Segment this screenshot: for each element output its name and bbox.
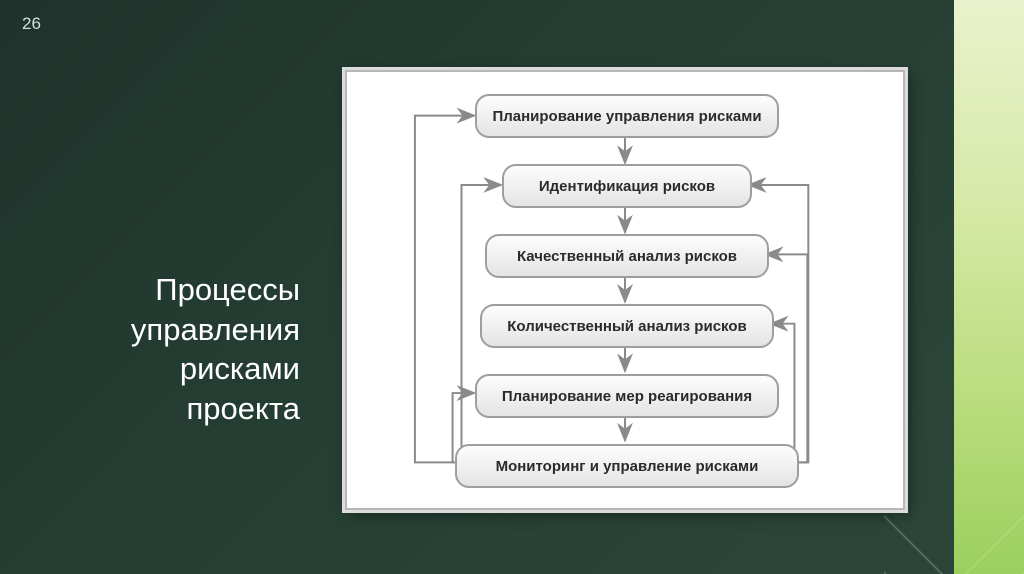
flowchart-node: Планирование управления рисками (475, 94, 779, 138)
flowchart-node: Мониторинг и управление рисками (455, 444, 799, 488)
slide: 26 Процессы управления рисками проекта П… (0, 0, 1024, 574)
title-line: управления (131, 312, 300, 347)
title-line: Процессы (155, 272, 300, 307)
title-line: рисками (180, 351, 300, 386)
flowchart-node: Планирование мер реагирования (475, 374, 779, 418)
slide-title: Процессы управления рисками проекта (0, 270, 310, 429)
decor-strip (954, 0, 1024, 574)
flowchart-node: Качественный анализ рисков (485, 234, 769, 278)
flowchart-node: Идентификация рисков (502, 164, 752, 208)
page-number: 26 (22, 14, 41, 34)
flowchart-node: Количественный анализ рисков (480, 304, 774, 348)
flowchart-frame: Планирование управления рисками Идентифик… (345, 70, 905, 510)
title-line: проекта (186, 391, 300, 426)
